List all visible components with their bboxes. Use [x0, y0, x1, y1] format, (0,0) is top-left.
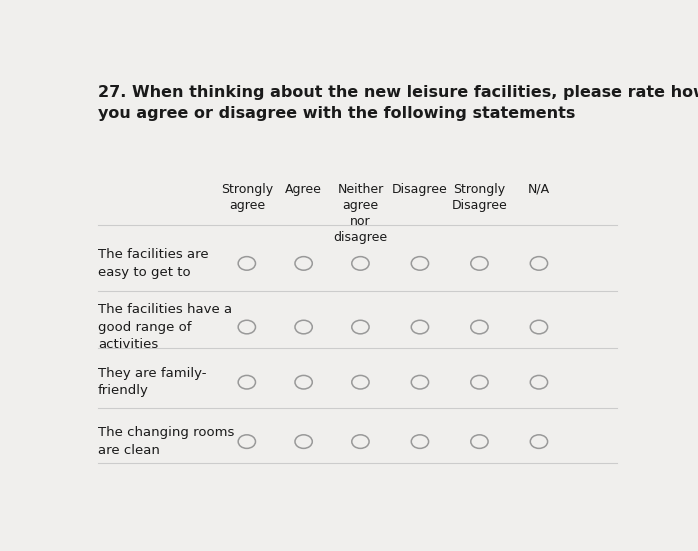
Text: Neither
agree
nor
disagree: Neither agree nor disagree	[334, 183, 387, 244]
Text: The facilities are
easy to get to: The facilities are easy to get to	[98, 248, 209, 279]
Text: Strongly
agree: Strongly agree	[221, 183, 273, 212]
Text: 27. When thinking about the new leisure facilities, please rate how much
you agr: 27. When thinking about the new leisure …	[98, 85, 698, 121]
Text: The changing rooms
are clean: The changing rooms are clean	[98, 426, 235, 457]
Text: Strongly
Disagree: Strongly Disagree	[452, 183, 507, 212]
Text: They are family-
friendly: They are family- friendly	[98, 367, 207, 397]
Text: The facilities have a
good range of
activities: The facilities have a good range of acti…	[98, 303, 232, 351]
Text: N/A: N/A	[528, 183, 550, 196]
Text: Agree: Agree	[285, 183, 322, 196]
Text: Disagree: Disagree	[392, 183, 448, 196]
